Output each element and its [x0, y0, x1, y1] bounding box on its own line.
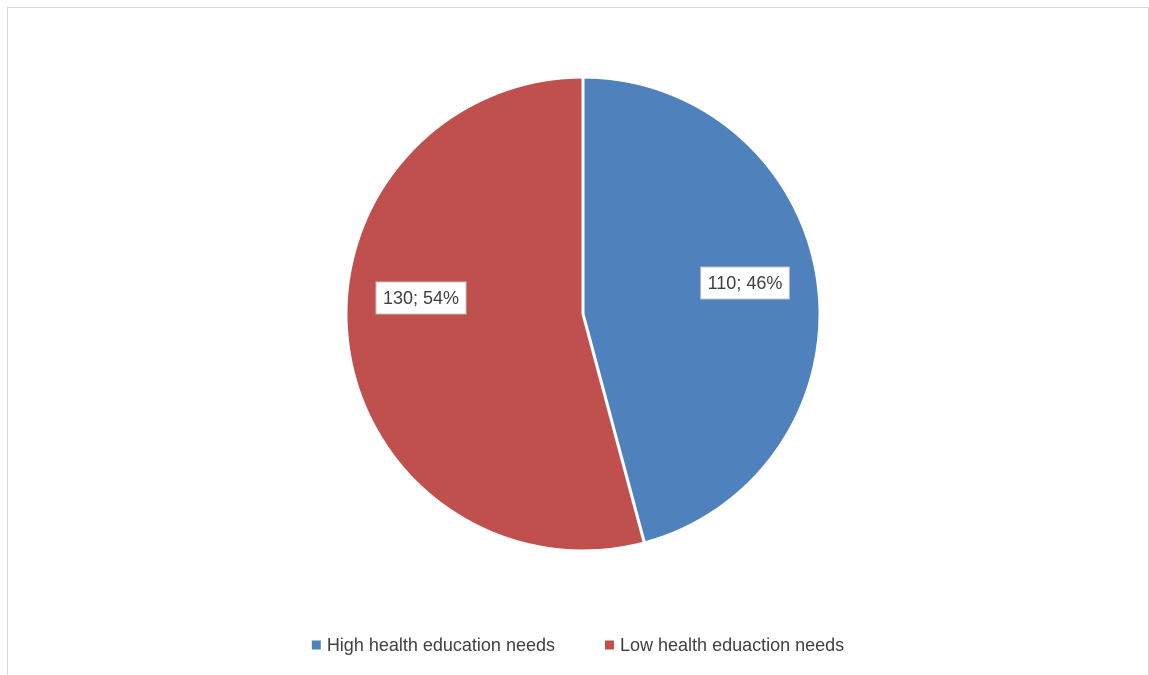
- legend-swatch-1: [311, 640, 321, 650]
- legend: High health education needs Low health ed…: [311, 635, 844, 655]
- data-label-2: 130; 54%: [375, 281, 467, 315]
- data-label-box-2: [375, 281, 467, 315]
- legend-label-1: High health education needs: [327, 635, 555, 655]
- data-label-1: 110; 46%: [700, 266, 790, 300]
- legend-item-1: High health education needs: [311, 635, 555, 655]
- data-label-text-2: 130; 54%: [383, 288, 459, 308]
- data-label-box-1: [700, 266, 790, 300]
- pie-slices: [344, 75, 822, 553]
- legend-label-2: Low health eduaction needs: [620, 635, 844, 655]
- pie-slice-1: [581, 75, 822, 545]
- legend-item-2: Low health eduaction needs: [605, 635, 844, 655]
- pie-slice-2: [344, 75, 646, 553]
- data-labels: 110; 46% 130; 54%: [375, 266, 790, 315]
- data-label-text-1: 110; 46%: [708, 273, 783, 293]
- legend-swatch-2: [605, 640, 614, 650]
